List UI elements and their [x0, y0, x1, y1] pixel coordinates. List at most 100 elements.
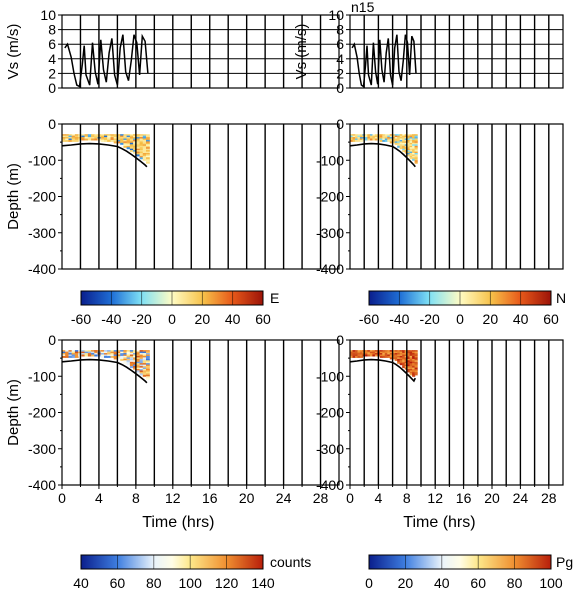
heat-cell	[142, 158, 147, 161]
heat-cell	[139, 361, 144, 364]
heat-cell	[110, 139, 115, 142]
heat-cell	[402, 360, 406, 363]
heat-cell	[389, 135, 393, 138]
heat-cell	[91, 354, 95, 357]
heat-cell	[409, 371, 413, 374]
heat-cell	[414, 361, 418, 364]
heat-cell	[414, 142, 418, 145]
y-tick-label: -400	[28, 261, 56, 277]
heat-cell	[414, 134, 418, 137]
heat-cell	[414, 139, 418, 142]
heat-cell	[414, 358, 418, 361]
heat-cell	[357, 350, 361, 353]
heat-cell	[414, 150, 418, 153]
heat-cell	[397, 351, 401, 354]
y-tick-label: -300	[28, 225, 56, 241]
heat-cell	[142, 363, 147, 366]
heat-cell	[409, 155, 413, 158]
heat-cell	[129, 354, 134, 357]
heat-cell	[374, 138, 378, 141]
heat-cell	[113, 135, 118, 138]
heat-cell	[129, 364, 134, 367]
heat-cell	[352, 355, 356, 358]
heat-cell	[414, 147, 418, 150]
heat-cell	[107, 351, 111, 354]
heat-cell	[142, 364, 147, 367]
heat-cell	[129, 355, 134, 358]
heat-cell	[133, 366, 137, 369]
heat-cell	[94, 353, 99, 356]
heat-cell	[402, 354, 406, 357]
heat-cell	[120, 354, 124, 357]
heat-cell	[110, 138, 115, 141]
heat-cell	[107, 137, 111, 140]
heat-cell	[123, 135, 128, 138]
heat-cell	[91, 353, 95, 356]
heat-cell	[414, 351, 418, 354]
heat-cell	[107, 138, 111, 141]
heat-cell	[389, 351, 393, 354]
heat-cell	[382, 351, 386, 354]
heat-cell	[81, 351, 86, 354]
heat-cell	[146, 153, 150, 155]
x-axis-label: Time (hrs)	[403, 514, 475, 531]
heat-cell	[129, 142, 134, 145]
x-tick-label: 28	[313, 490, 329, 506]
heat-cell	[142, 357, 147, 360]
heat-cell	[146, 376, 150, 379]
heat-cell	[387, 137, 391, 140]
heat-cell	[357, 134, 361, 137]
heat-cell	[107, 355, 111, 358]
heat-cell	[129, 148, 134, 151]
heat-cell	[350, 134, 354, 137]
heat-cell	[350, 351, 354, 354]
heat-cell	[355, 137, 359, 140]
heat-cell	[382, 137, 386, 140]
heat-cell	[382, 138, 386, 141]
heat-cell	[414, 161, 418, 164]
heat-cell	[146, 138, 150, 141]
heat-cell	[412, 155, 416, 158]
heat-cell	[412, 358, 416, 361]
heat-cell	[407, 364, 411, 367]
heat-cell	[113, 141, 118, 144]
heat-cell	[146, 377, 150, 380]
heat-cell	[409, 144, 413, 147]
heat-cell	[71, 351, 76, 354]
heatmap-cells	[350, 350, 418, 377]
heat-cell	[379, 137, 383, 140]
heat-cell	[133, 134, 137, 137]
heat-cell	[402, 350, 406, 353]
heat-cell	[113, 138, 118, 141]
heat-cell	[91, 350, 95, 353]
heat-cell	[407, 138, 411, 141]
heat-cell	[364, 138, 368, 141]
heat-cell	[126, 355, 131, 358]
heat-cell	[384, 355, 388, 358]
heat-cell	[142, 358, 147, 361]
heat-cell	[357, 353, 361, 356]
heat-cell	[84, 135, 89, 138]
heat-cell	[355, 355, 359, 358]
heat-cell	[409, 147, 413, 150]
heat-cell	[399, 134, 403, 137]
heat-cell	[139, 155, 144, 158]
x-tick-label: 24	[513, 490, 529, 506]
heat-cell	[120, 142, 124, 145]
heat-cell	[414, 153, 418, 155]
heat-cell	[352, 353, 356, 356]
heat-cell	[384, 354, 388, 357]
bottom-profile	[61, 142, 148, 168]
heat-cell	[409, 370, 413, 373]
heat-cell	[387, 139, 391, 142]
heat-cell	[399, 357, 403, 360]
heat-cell	[392, 355, 396, 358]
heat-cell	[384, 139, 388, 142]
colorbar-tick-label: 20	[195, 311, 211, 327]
heat-cell	[139, 363, 144, 366]
heat-cell	[146, 355, 150, 358]
heat-cell	[394, 358, 398, 361]
heat-cell	[107, 353, 111, 356]
heat-cell	[129, 357, 134, 360]
